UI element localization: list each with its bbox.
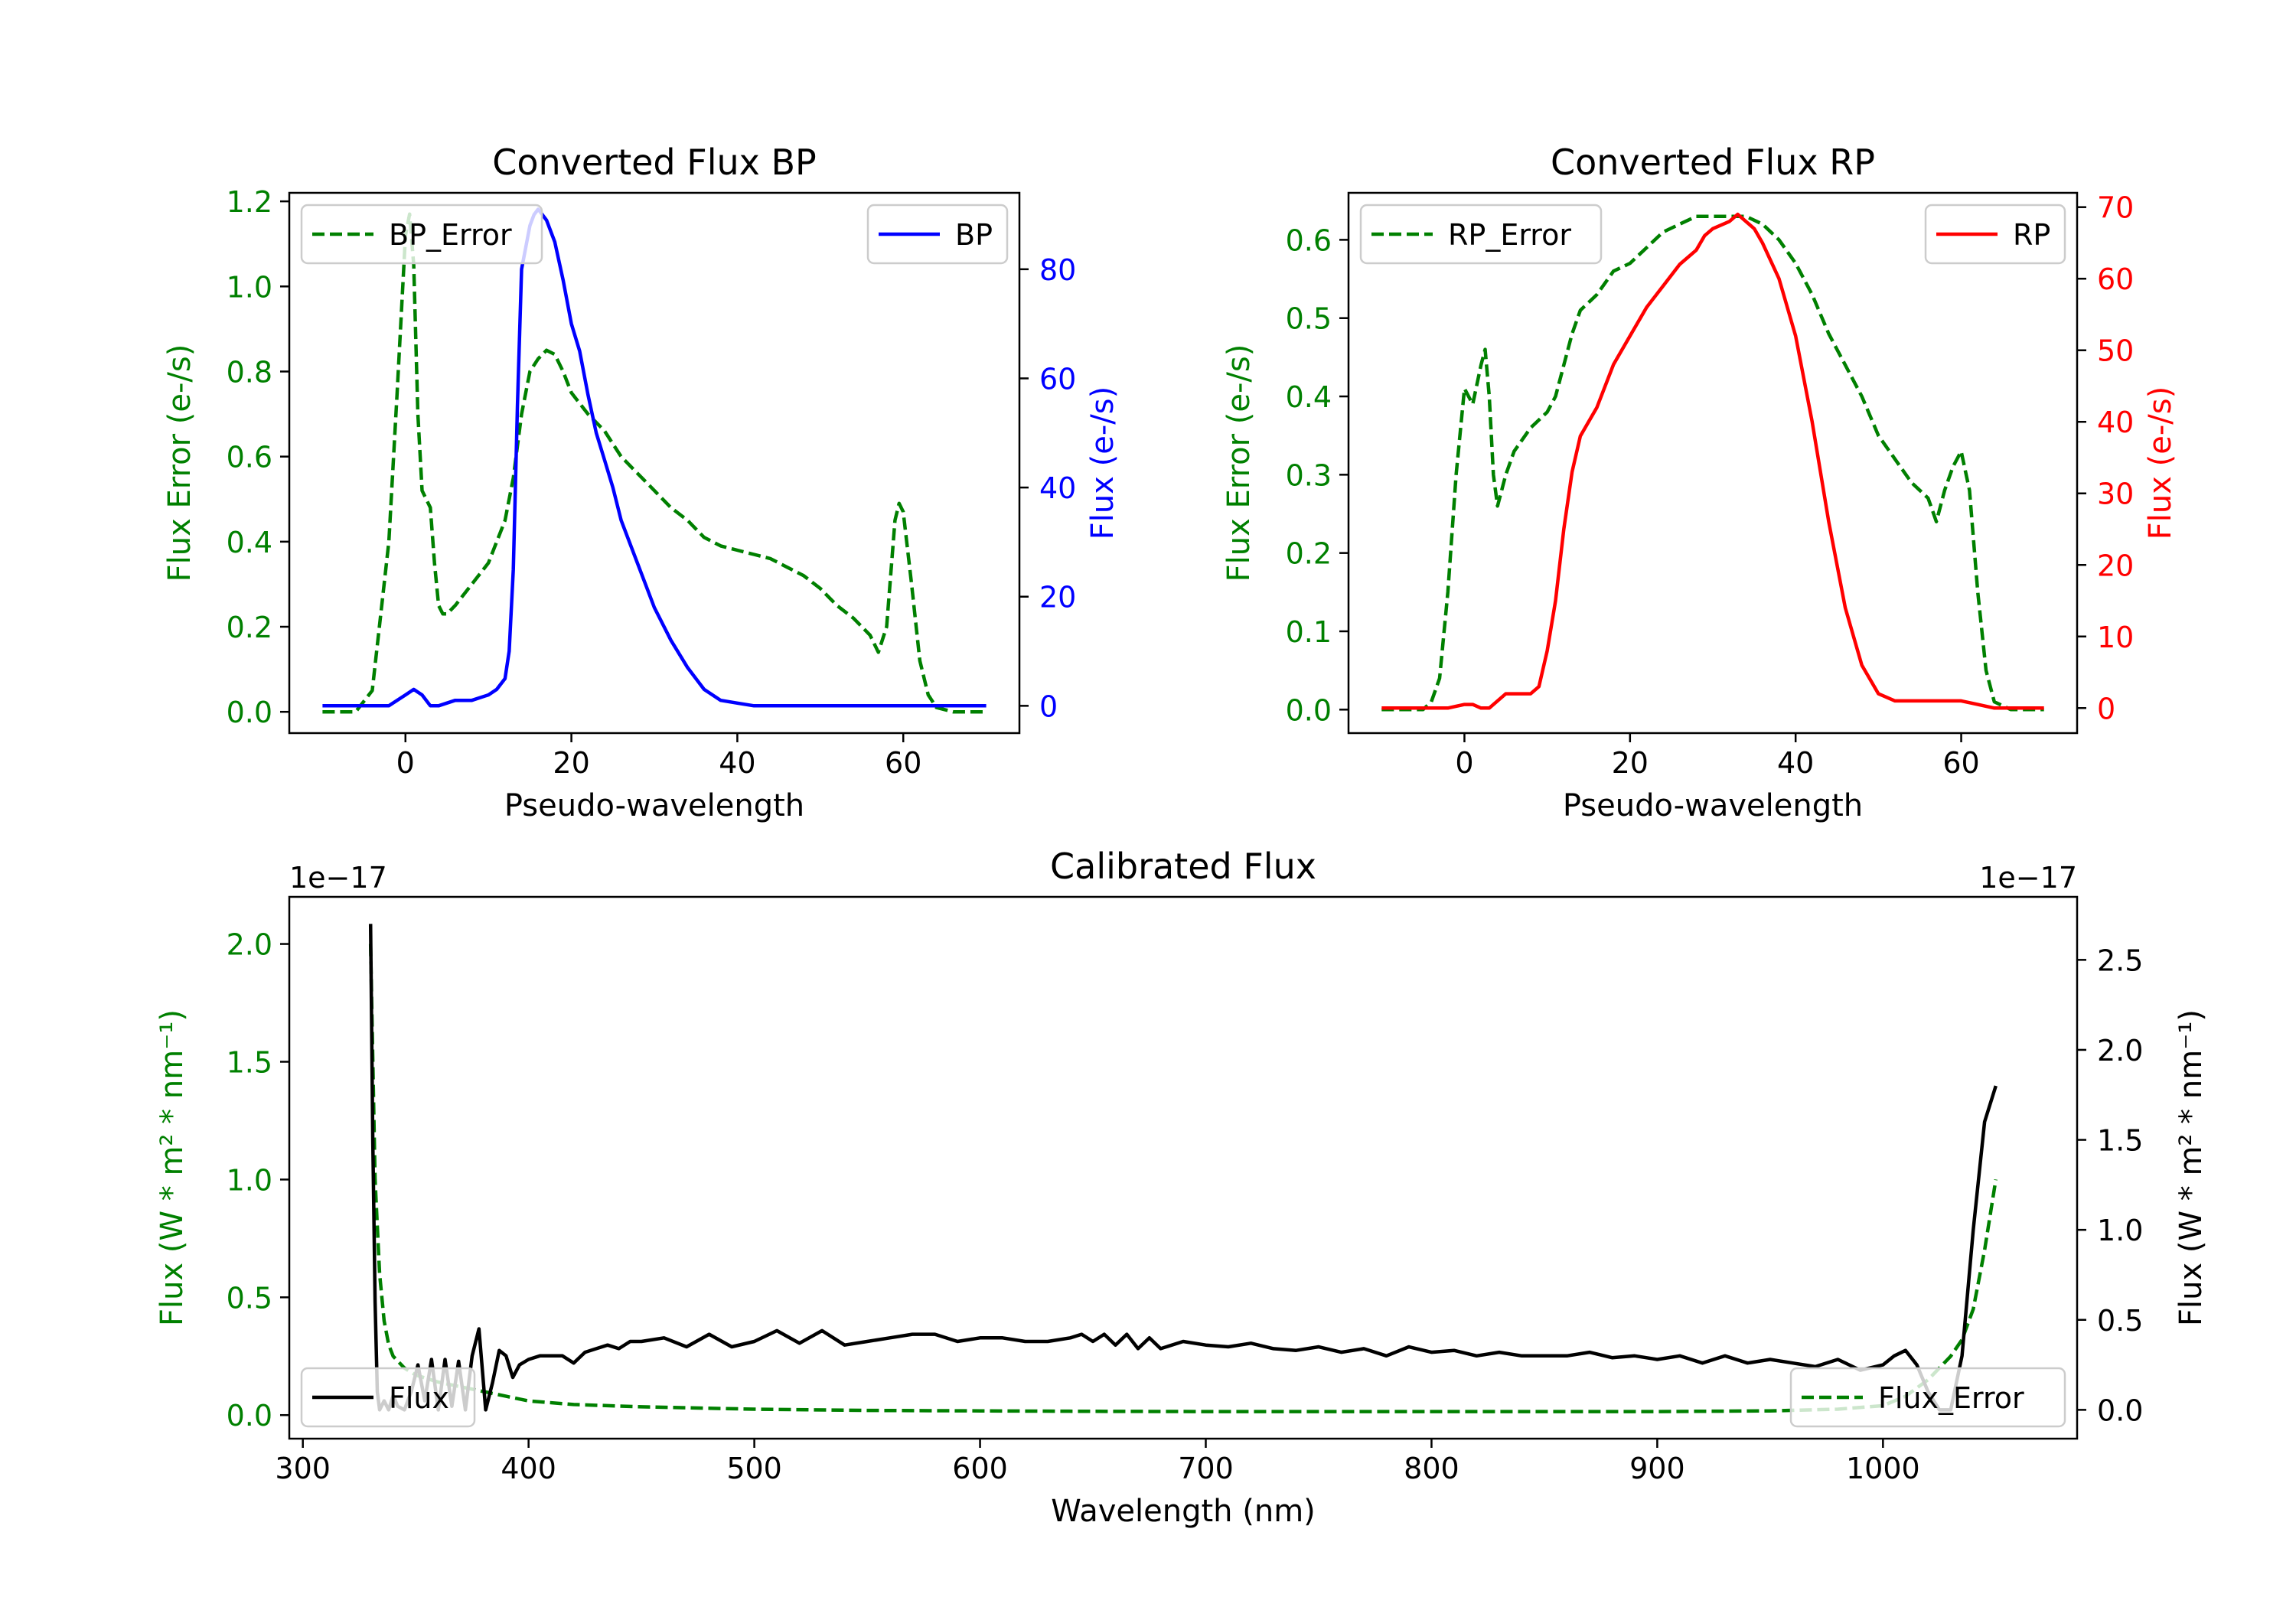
bp-legend-right: BP bbox=[866, 204, 1009, 265]
bp-ytick-right-label: 80 bbox=[1039, 253, 1076, 287]
calibrated-ytick-right-label: 1.0 bbox=[2097, 1214, 2143, 1247]
bp-series-bp bbox=[322, 207, 987, 708]
bp-ytick-right-label: 0 bbox=[1039, 689, 1058, 723]
calibrated-ytick-left-label: 2.0 bbox=[227, 928, 272, 962]
calibrated-legend-frame bbox=[300, 1367, 476, 1428]
calibrated-ytick-left-label: 0.0 bbox=[227, 1399, 272, 1433]
bp-ytick-left-label: 1.0 bbox=[227, 270, 272, 304]
calibrated-ytick-right-label: 0.0 bbox=[2097, 1393, 2143, 1427]
calibrated-xtick-label: 900 bbox=[1629, 1452, 1685, 1485]
calibrated-xtick-label: 400 bbox=[501, 1452, 556, 1485]
bp-ytick-right-label: 40 bbox=[1039, 471, 1076, 505]
calibrated-offset-left: 1e−17 bbox=[289, 861, 387, 895]
rp-legend-frame bbox=[1359, 204, 1603, 265]
bp-ytick-right-label: 20 bbox=[1039, 581, 1076, 614]
calibrated-ytick-right-label: 2.5 bbox=[2097, 944, 2143, 977]
rp-legend-label: RP_Error bbox=[1448, 218, 1571, 252]
rp-ytick-left-label: 0.0 bbox=[1286, 693, 1332, 727]
rp-xtick-label: 40 bbox=[1777, 746, 1814, 780]
rp-ytick-right-label: 70 bbox=[2097, 191, 2134, 225]
calibrated-xtick-label: 600 bbox=[952, 1452, 1008, 1485]
bp-ytick-right-label: 60 bbox=[1039, 362, 1076, 396]
bp-xtick-label: 40 bbox=[719, 746, 755, 780]
rp-xtick-label: 0 bbox=[1455, 746, 1473, 780]
rp-ytick-left-label: 0.4 bbox=[1286, 380, 1332, 414]
calibrated-axes-frame bbox=[288, 895, 2079, 1440]
calibrated-ytick-right-label: 0.5 bbox=[2097, 1304, 2143, 1338]
calibrated-xtick-label: 700 bbox=[1178, 1452, 1234, 1485]
bp-xtick-label: 60 bbox=[885, 746, 921, 780]
calibrated-xlabel: Wavelength (nm) bbox=[1051, 1494, 1316, 1529]
bp-ytick-left-label: 0.0 bbox=[227, 696, 272, 729]
rp-series-rp bbox=[1381, 212, 2044, 710]
bp-xlabel: Pseudo-wavelength bbox=[504, 788, 804, 823]
calibrated-xtick-label: 800 bbox=[1404, 1452, 1459, 1485]
bp-ytick-left-label: 0.4 bbox=[227, 526, 272, 559]
bp-xtick-label: 0 bbox=[396, 746, 415, 780]
rp-ytick-right-label: 10 bbox=[2097, 621, 2134, 654]
rp-ytick-right-label: 40 bbox=[2097, 406, 2134, 439]
rp-ylabel-right: Flux (e-/s) bbox=[2143, 386, 2178, 539]
rp-ytick-left-label: 0.2 bbox=[1286, 537, 1332, 571]
calibrated-xtick-label: 500 bbox=[726, 1452, 782, 1485]
bp-legend-label: BP_Error bbox=[389, 218, 512, 252]
calibrated-legend-label: Flux bbox=[389, 1381, 449, 1415]
bp-legend-label: BP bbox=[955, 218, 993, 252]
bp-xtick-label: 20 bbox=[553, 746, 589, 780]
rp-ytick-right-label: 20 bbox=[2097, 549, 2134, 582]
bp-ytick-left-label: 0.2 bbox=[227, 611, 272, 644]
bp-ytick-left-label: 0.8 bbox=[227, 355, 272, 389]
rp-series-rp-error bbox=[1381, 214, 2044, 712]
bp-ylabel-right: Flux (e-/s) bbox=[1085, 386, 1120, 539]
calibrated-offset-right: 1e−17 bbox=[1979, 861, 2077, 895]
rp-ytick-right-label: 50 bbox=[2097, 334, 2134, 368]
calibrated-legend-left: Flux bbox=[300, 1367, 476, 1428]
calibrated-series-flux-error bbox=[368, 944, 1998, 1413]
rp-panel: 0 20 40 60 0.0 0.1 0.2 0.3 0.4 0.5 0.6 0 10 20 30 40 50 6… bbox=[1221, 142, 2178, 823]
rp-axes-frame bbox=[1347, 191, 2079, 735]
calibrated-legend-label: Flux_Error bbox=[1878, 1381, 2024, 1415]
rp-ytick-right-label: 0 bbox=[2097, 692, 2115, 725]
bp-ytick-left-label: 1.2 bbox=[227, 185, 272, 219]
rp-xtick-label: 60 bbox=[1942, 746, 1979, 780]
rp-ytick-left-label: 0.5 bbox=[1286, 302, 1332, 336]
calibrated-ylabel-right: Flux (W * m² * nm⁻¹) bbox=[2174, 1009, 2209, 1326]
bp-legend-frame bbox=[300, 204, 543, 265]
bp-axes-frame bbox=[288, 191, 1021, 735]
rp-title: Converted Flux RP bbox=[1551, 142, 1875, 183]
calibrated-xtick-label: 300 bbox=[275, 1452, 331, 1485]
rp-ylabel-left: Flux Error (e-/s) bbox=[1221, 344, 1257, 582]
calibrated-ylabel-left: Flux (W * m² * nm⁻¹) bbox=[155, 1009, 190, 1326]
calibrated-ytick-right-label: 1.5 bbox=[2097, 1124, 2143, 1158]
bp-panel: 0 20 40 60 0.0 0.2 0.4 0.6 0.8 1.0 1.2 0 20 40 60 80 Con… bbox=[162, 142, 1120, 823]
rp-ytick-left-label: 0.3 bbox=[1286, 458, 1332, 492]
rp-ytick-right-label: 30 bbox=[2097, 478, 2134, 511]
rp-xtick-label: 20 bbox=[1612, 746, 1649, 780]
calibrated-ytick-right-label: 2.0 bbox=[2097, 1034, 2143, 1068]
calibrated-ytick-left-label: 0.5 bbox=[227, 1281, 272, 1315]
calibrated-xtick-label: 1000 bbox=[1846, 1452, 1920, 1485]
rp-ytick-right-label: 60 bbox=[2097, 262, 2134, 296]
calibrated-panel: 300 400 500 600 700 800 900 1000 0.0 0.5 1.0 1.5 2.0… bbox=[155, 846, 2209, 1529]
rp-legend-left: RP_Error bbox=[1359, 204, 1603, 265]
bp-ylabel-left: Flux Error (e-/s) bbox=[162, 344, 197, 582]
rp-legend-right: RP bbox=[1924, 204, 2066, 265]
calibrated-ytick-left-label: 1.5 bbox=[227, 1045, 272, 1079]
calibrated-ytick-left-label: 1.0 bbox=[227, 1163, 272, 1197]
panels: 0 20 40 60 0.0 0.2 0.4 0.6 0.8 1.0 1.2 0 20 40 60 80 Con… bbox=[155, 142, 2209, 1529]
rp-ytick-left-label: 0.6 bbox=[1286, 223, 1332, 257]
bp-series-bp-error bbox=[322, 212, 987, 714]
calibrated-legend-right: Flux_Error bbox=[1789, 1367, 2066, 1428]
rp-xlabel: Pseudo-wavelength bbox=[1563, 788, 1863, 823]
bp-ytick-left-label: 0.6 bbox=[227, 441, 272, 474]
rp-legend-label: RP bbox=[2013, 218, 2050, 252]
rp-ytick-left-label: 0.1 bbox=[1286, 615, 1332, 649]
bp-legend-left: BP_Error bbox=[300, 204, 543, 265]
calibrated-legend-frame bbox=[1789, 1367, 2066, 1428]
calibrated-title: Calibrated Flux bbox=[1050, 846, 1316, 887]
bp-title: Converted Flux BP bbox=[492, 142, 817, 183]
